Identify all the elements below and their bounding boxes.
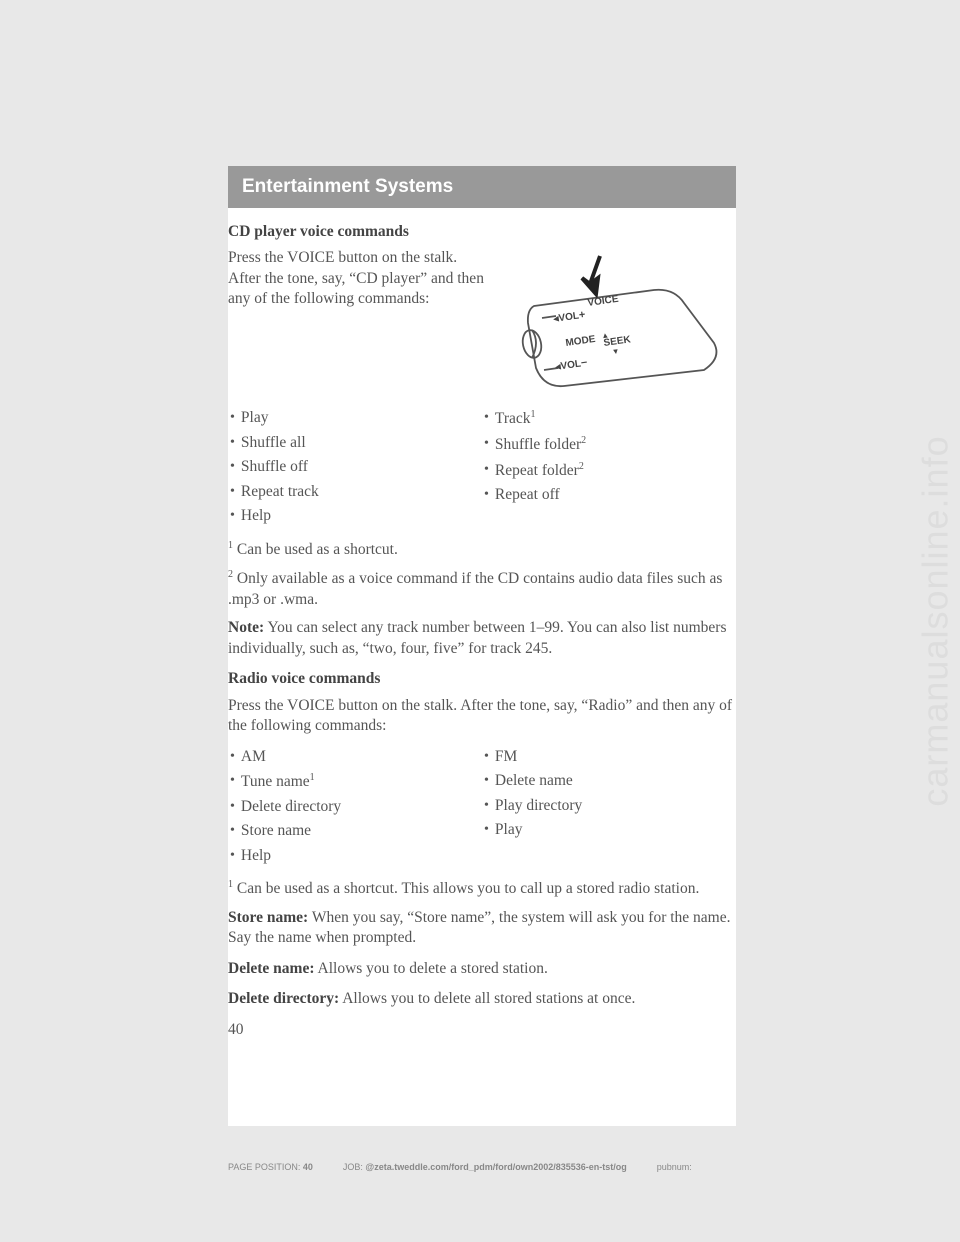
radio-commands-list: •AM •Tune name1 •Delete directory •Store… <box>228 747 736 870</box>
list-item: Repeat track <box>241 482 319 502</box>
cd-footnote-2: 2 Only available as a voice command if t… <box>228 568 736 610</box>
bottom-margin <box>0 1172 960 1242</box>
left-margin-block <box>0 166 228 226</box>
list-item: Play <box>495 820 523 840</box>
list-item: Play <box>241 408 269 428</box>
list-item: Help <box>241 506 271 526</box>
delete-directory-desc: Delete directory: Allows you to delete a… <box>228 989 736 1009</box>
radio-intro: Press the VOICE button on the stalk. Aft… <box>228 696 736 737</box>
list-item: Help <box>241 846 271 866</box>
list-item: FM <box>495 747 517 767</box>
top-margin <box>0 0 960 166</box>
list-item: Store name <box>241 821 311 841</box>
store-name-desc: Store name: When you say, “Store name”, … <box>228 908 736 949</box>
print-footer: PAGE POSITION: 40 JOB: @zeta.tweddle.com… <box>0 1126 960 1172</box>
list-item: Track1 <box>495 408 536 430</box>
cd-commands-list: •Play •Shuffle all •Shuffle off •Repeat … <box>228 408 736 530</box>
page-number: 40 <box>228 1020 736 1040</box>
svg-text:▾: ▾ <box>612 347 619 357</box>
list-item: Shuffle folder2 <box>495 434 586 456</box>
page-content: CD player voice commands Press the VOICE… <box>228 208 736 1040</box>
list-item: Delete directory <box>241 797 341 817</box>
chapter-header: Entertainment Systems <box>228 166 736 208</box>
cd-intro-text: Press the VOICE button on the stalk. Aft… <box>228 248 488 398</box>
radio-footnote-1: 1 Can be used as a shortcut. This allows… <box>228 878 736 900</box>
svg-text:◂VOL+: ◂VOL+ <box>552 309 586 325</box>
delete-name-desc: Delete name: Allows you to delete a stor… <box>228 959 736 979</box>
svg-text:SEEK: SEEK <box>603 335 632 350</box>
list-item: Repeat off <box>495 485 560 505</box>
svg-text:◂VOL−: ◂VOL− <box>554 357 588 373</box>
stalk-diagram: VOICE ◂VOL+ MODE ▴ SEEK ▾ ◂VOL− <box>504 248 736 398</box>
watermark: carmanualsonline.info <box>912 0 960 1242</box>
cd-note: Note: You can select any track number be… <box>228 618 736 659</box>
cd-footnote-1: 1 Can be used as a shortcut. <box>228 539 736 561</box>
svg-text:VOICE: VOICE <box>587 294 620 309</box>
list-item: Shuffle off <box>241 457 308 477</box>
list-item: AM <box>241 747 266 767</box>
radio-heading: Radio voice commands <box>228 669 736 689</box>
list-item: Repeat folder2 <box>495 460 584 482</box>
cd-heading: CD player voice commands <box>228 222 736 242</box>
list-item: Delete name <box>495 771 573 791</box>
list-item: Play directory <box>495 796 582 816</box>
list-item: Tune name1 <box>241 771 315 793</box>
list-item: Shuffle all <box>241 433 306 453</box>
svg-text:MODE: MODE <box>565 334 597 349</box>
